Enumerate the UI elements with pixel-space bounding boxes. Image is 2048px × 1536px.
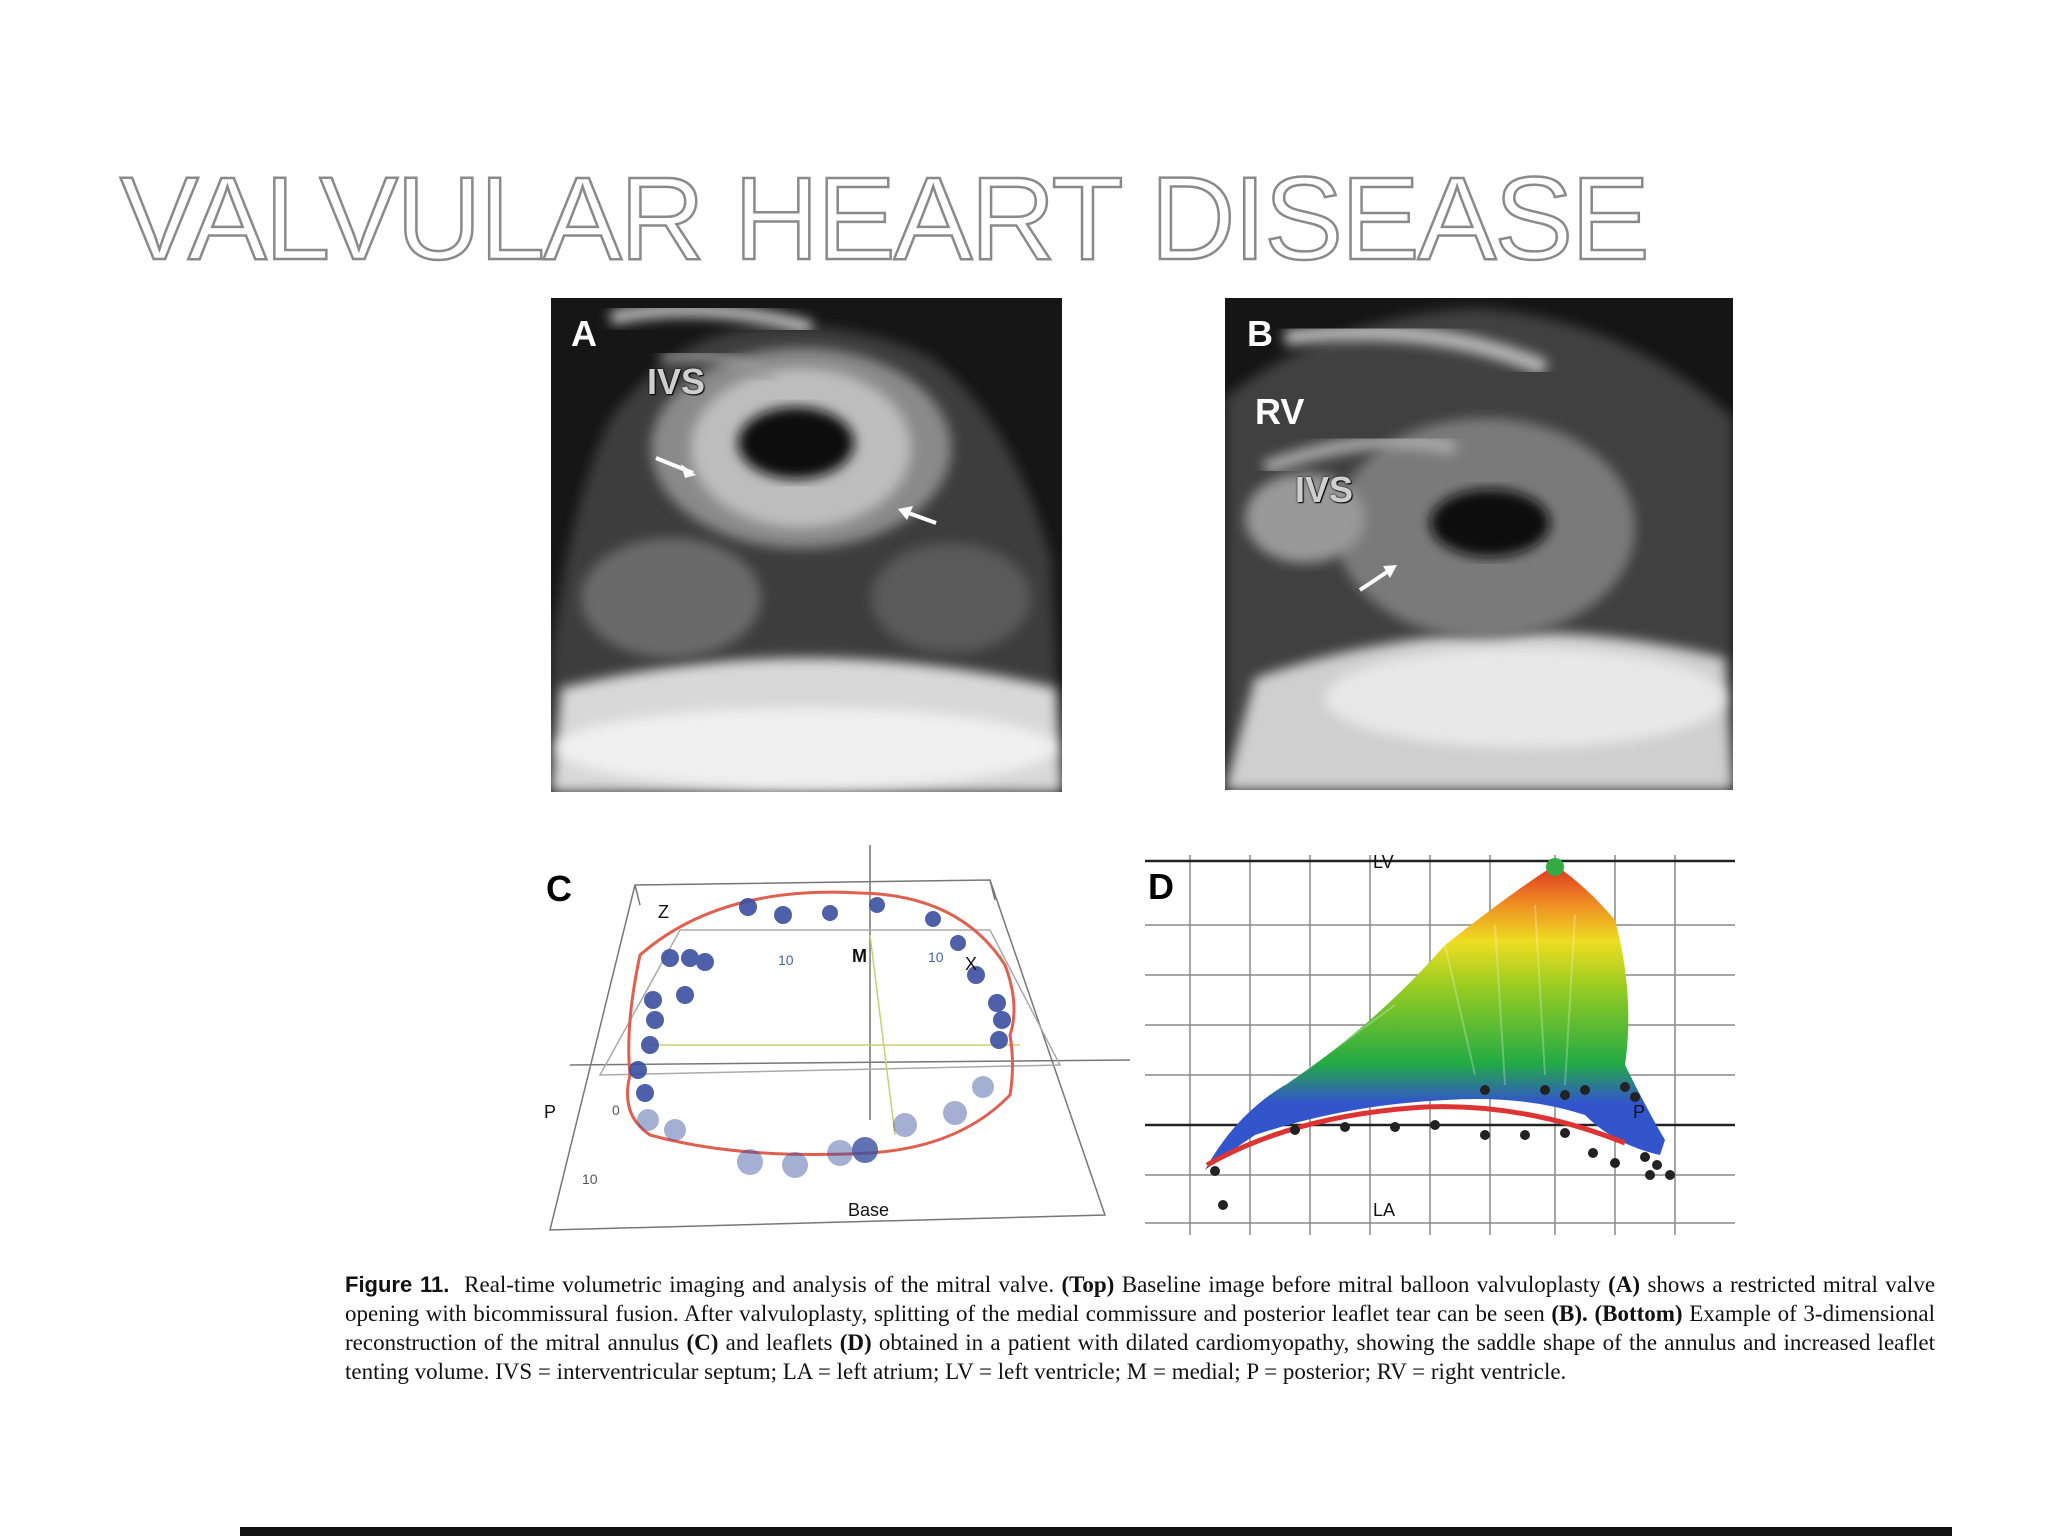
panel-c-z-label: Z <box>658 902 669 922</box>
panel-c-tick-left: 10 <box>778 952 794 968</box>
caption-ref-b: (B). <box>1551 1301 1588 1326</box>
leaflet-3d-panel-d: D LV P LA <box>1145 845 1735 1240</box>
figure-caption: Figure 11. Real-time volumetric imaging … <box>345 1270 1935 1386</box>
panel-c-tick-low: 10 <box>582 1171 598 1187</box>
echo-image-b <box>1225 298 1733 790</box>
caption-ref-a: (A) <box>1608 1272 1641 1297</box>
panel-c-m-label: M <box>852 946 867 966</box>
caption-text2: shows a restricted mitral valve opening … <box>345 1272 1936 1326</box>
figure-label: Figure 11. <box>345 1272 450 1297</box>
leaflet-3d-plot <box>1145 855 1735 1235</box>
caption-intro: Real-time volumetric imaging and analysi… <box>464 1272 1055 1297</box>
caption-text5: obtained in a patient with dilated cardi… <box>345 1330 1936 1384</box>
caption-text3: Example of 3-dimensional reconstruction … <box>345 1301 1936 1355</box>
slide-title: VALVULAR HEART DISEASE <box>119 153 1651 285</box>
panel-c-tick-right: 10 <box>928 949 944 965</box>
echo-panel-b: B RV IVS <box>1225 298 1733 790</box>
panel-c-p-label: P <box>544 1102 557 1122</box>
caption-text1: Baseline image before mitral balloon val… <box>1121 1272 1601 1297</box>
panel-b-letter: B <box>1247 313 1273 354</box>
caption-ref-c: (C) <box>686 1330 719 1355</box>
caption-top-label: (Top) <box>1061 1272 1115 1297</box>
caption-bottom-label: (Bottom) <box>1594 1301 1683 1326</box>
annulus-3d-panel-c: C Z X M 10 10 P 0 10 Base <box>540 835 1130 1235</box>
panel-a-letter: A <box>571 313 597 354</box>
panel-b-rv-label: RV <box>1255 391 1305 432</box>
caption-text4: and leaflets <box>725 1330 833 1355</box>
bottom-divider <box>240 1527 1952 1536</box>
panel-c-x-label: X <box>965 954 978 974</box>
panel-b-ivs-label: IVS <box>1295 469 1354 510</box>
panel-d-p-label: P <box>1633 1102 1646 1122</box>
echo-panel-a: A IVS <box>551 298 1062 792</box>
panel-c-tick-zero: 0 <box>612 1102 620 1118</box>
panel-d-letter: D <box>1148 866 1174 907</box>
panel-c-letter: C <box>546 868 572 909</box>
panel-d-lv-label: LV <box>1373 852 1394 872</box>
annulus-3d-plot <box>549 845 1130 1231</box>
caption-ref-d: (D) <box>839 1330 872 1355</box>
panel-c-base-label: Base <box>848 1200 890 1220</box>
panel-d-la-label: LA <box>1373 1200 1396 1220</box>
echo-image-a <box>551 298 1062 792</box>
panel-a-ivs-label: IVS <box>647 361 706 402</box>
